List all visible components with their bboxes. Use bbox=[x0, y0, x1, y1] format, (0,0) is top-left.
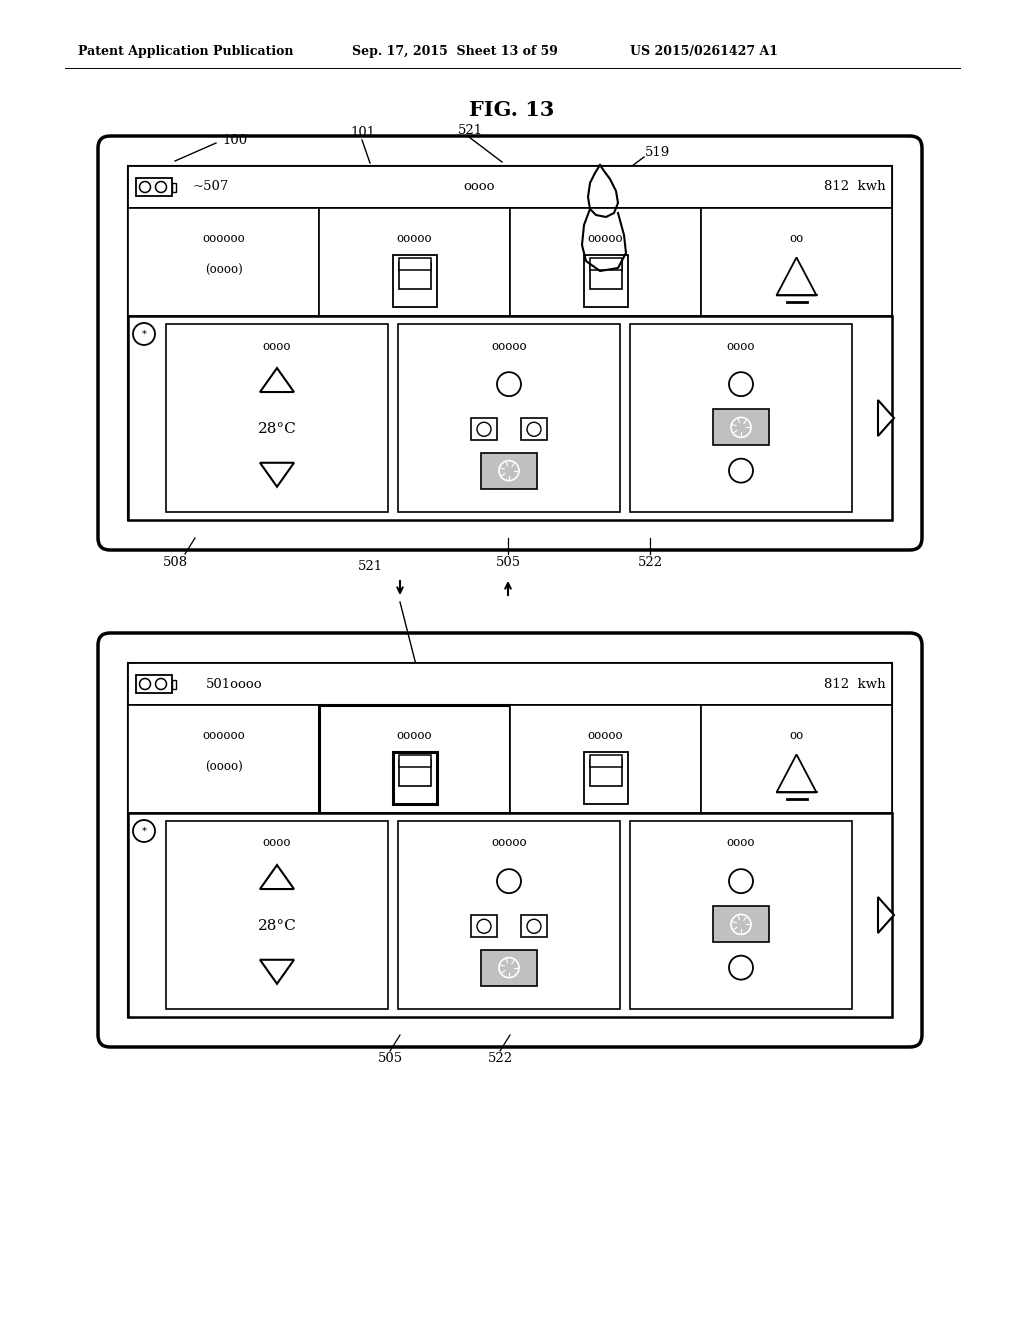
Bar bbox=[584, 752, 628, 804]
Bar bbox=[128, 663, 892, 705]
Bar bbox=[172, 182, 176, 191]
Text: ooooo: ooooo bbox=[396, 232, 432, 244]
Polygon shape bbox=[260, 865, 294, 890]
Text: oooooo: oooooo bbox=[202, 232, 245, 244]
Text: 519: 519 bbox=[645, 145, 671, 158]
Text: oooo: oooo bbox=[263, 837, 291, 850]
Bar bbox=[590, 755, 622, 767]
Bar bbox=[166, 323, 388, 512]
Text: *: * bbox=[141, 826, 146, 836]
Bar bbox=[128, 166, 892, 209]
Bar bbox=[128, 166, 892, 520]
Text: ooooo: ooooo bbox=[492, 837, 526, 850]
Text: ooooo: ooooo bbox=[396, 729, 432, 742]
Text: 505: 505 bbox=[378, 1052, 402, 1065]
Polygon shape bbox=[776, 755, 816, 792]
Bar bbox=[481, 453, 537, 488]
Bar bbox=[701, 705, 892, 813]
Bar bbox=[392, 256, 436, 308]
Text: 522: 522 bbox=[637, 556, 663, 569]
Bar bbox=[521, 915, 547, 937]
Text: 501oooo: 501oooo bbox=[206, 677, 262, 690]
Text: (oooo): (oooo) bbox=[205, 762, 243, 774]
Polygon shape bbox=[260, 368, 294, 392]
Polygon shape bbox=[878, 898, 894, 933]
FancyBboxPatch shape bbox=[98, 634, 922, 1047]
Bar bbox=[584, 256, 628, 308]
Bar bbox=[319, 209, 510, 315]
Text: oo: oo bbox=[790, 232, 804, 244]
Bar bbox=[136, 178, 172, 195]
Text: ~507: ~507 bbox=[193, 181, 229, 194]
Text: Sep. 17, 2015  Sheet 13 of 59: Sep. 17, 2015 Sheet 13 of 59 bbox=[352, 45, 558, 58]
Bar bbox=[128, 813, 892, 1016]
Text: 505: 505 bbox=[496, 556, 520, 569]
Bar bbox=[398, 755, 430, 767]
Bar bbox=[392, 752, 436, 804]
Bar bbox=[630, 821, 852, 1008]
Polygon shape bbox=[776, 257, 816, 296]
Bar bbox=[128, 315, 892, 520]
Bar bbox=[128, 209, 319, 315]
Bar bbox=[510, 705, 701, 813]
Text: 101: 101 bbox=[350, 127, 375, 140]
Text: 508: 508 bbox=[163, 556, 187, 569]
Text: 812  kwh: 812 kwh bbox=[824, 181, 886, 194]
Bar bbox=[398, 264, 430, 289]
Bar bbox=[521, 418, 547, 441]
Bar bbox=[398, 259, 430, 271]
Text: oooo: oooo bbox=[727, 339, 756, 352]
Text: ooooo: ooooo bbox=[492, 339, 526, 352]
Text: 521: 521 bbox=[357, 560, 383, 573]
FancyBboxPatch shape bbox=[98, 136, 922, 550]
Bar bbox=[481, 949, 537, 986]
Text: 812  kwh: 812 kwh bbox=[824, 677, 886, 690]
Bar bbox=[590, 259, 622, 271]
Text: FIG. 13: FIG. 13 bbox=[469, 100, 555, 120]
Text: 28°C: 28°C bbox=[258, 919, 296, 933]
Text: 521: 521 bbox=[458, 124, 483, 136]
Bar bbox=[630, 323, 852, 512]
Text: oooo: oooo bbox=[727, 837, 756, 850]
Bar bbox=[471, 418, 497, 441]
Text: oooooo: oooooo bbox=[202, 729, 245, 742]
Polygon shape bbox=[260, 463, 294, 487]
Bar bbox=[172, 680, 176, 689]
Bar bbox=[136, 675, 172, 693]
Bar bbox=[701, 209, 892, 315]
Bar bbox=[166, 821, 388, 1008]
Text: US 2015/0261427 A1: US 2015/0261427 A1 bbox=[630, 45, 778, 58]
Text: ooooo: ooooo bbox=[588, 232, 624, 244]
Text: *: * bbox=[141, 330, 146, 338]
Text: oooo: oooo bbox=[263, 339, 291, 352]
Bar bbox=[713, 907, 769, 942]
Bar bbox=[471, 915, 497, 937]
Bar bbox=[590, 760, 622, 787]
Text: 100: 100 bbox=[223, 133, 248, 147]
Bar bbox=[510, 209, 701, 315]
Polygon shape bbox=[260, 960, 294, 983]
Text: ooooo: ooooo bbox=[588, 729, 624, 742]
Bar bbox=[398, 821, 620, 1008]
Bar bbox=[398, 760, 430, 787]
Bar bbox=[128, 663, 892, 1016]
Bar bbox=[713, 409, 769, 445]
Bar bbox=[590, 264, 622, 289]
Text: (oooo): (oooo) bbox=[205, 264, 243, 277]
Text: 522: 522 bbox=[487, 1052, 513, 1065]
Bar bbox=[128, 705, 319, 813]
Text: 28°C: 28°C bbox=[258, 422, 296, 437]
Text: oo: oo bbox=[790, 729, 804, 742]
Polygon shape bbox=[878, 400, 894, 436]
Bar bbox=[398, 323, 620, 512]
Text: Patent Application Publication: Patent Application Publication bbox=[78, 45, 294, 58]
Bar bbox=[319, 705, 510, 813]
Text: oooo: oooo bbox=[464, 181, 496, 194]
